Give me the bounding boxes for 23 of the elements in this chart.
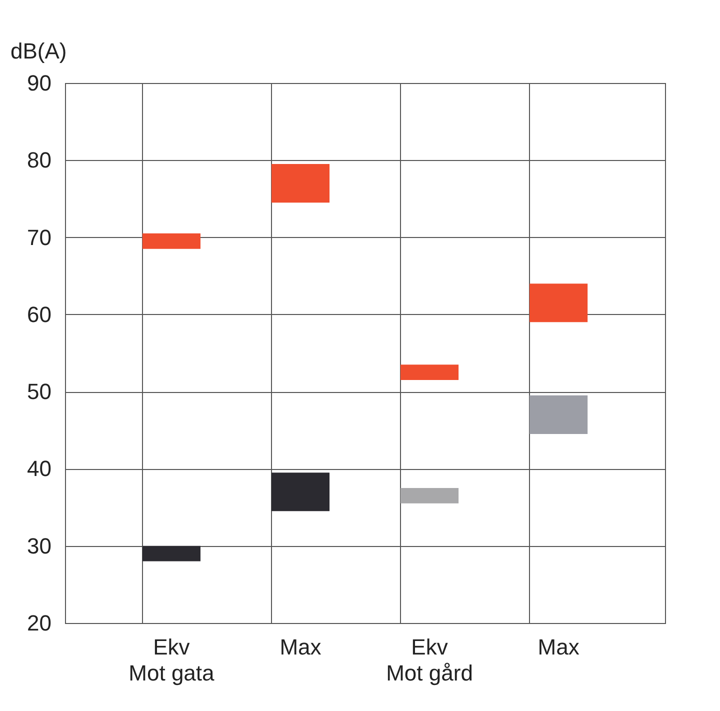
y-tick-label: 50 xyxy=(27,379,52,404)
bar xyxy=(530,284,588,322)
bar xyxy=(142,233,200,249)
y-tick-label: 70 xyxy=(27,224,52,250)
y-tick-label: 40 xyxy=(27,456,52,482)
y-axis-title: dB(A) xyxy=(10,38,67,64)
y-tick-label: 60 xyxy=(27,302,52,327)
y-tick-label: 80 xyxy=(27,148,52,173)
x-tick-label: Max xyxy=(538,634,580,660)
bar xyxy=(271,164,330,203)
bar xyxy=(271,472,330,512)
bar xyxy=(400,488,459,504)
text: Mot gata xyxy=(128,660,216,686)
x-tick-label: Ekv xyxy=(411,634,448,660)
y-tick-label: 20 xyxy=(27,610,52,636)
x-tick-label: Max xyxy=(280,634,322,660)
bar xyxy=(142,546,200,562)
x-tick-label: Ekv xyxy=(153,634,190,660)
y-tick-label: 30 xyxy=(27,533,52,558)
text: Mot gård xyxy=(386,660,473,686)
y-tick-label: 90 xyxy=(27,70,52,96)
bar xyxy=(530,395,588,434)
bar xyxy=(400,364,459,380)
